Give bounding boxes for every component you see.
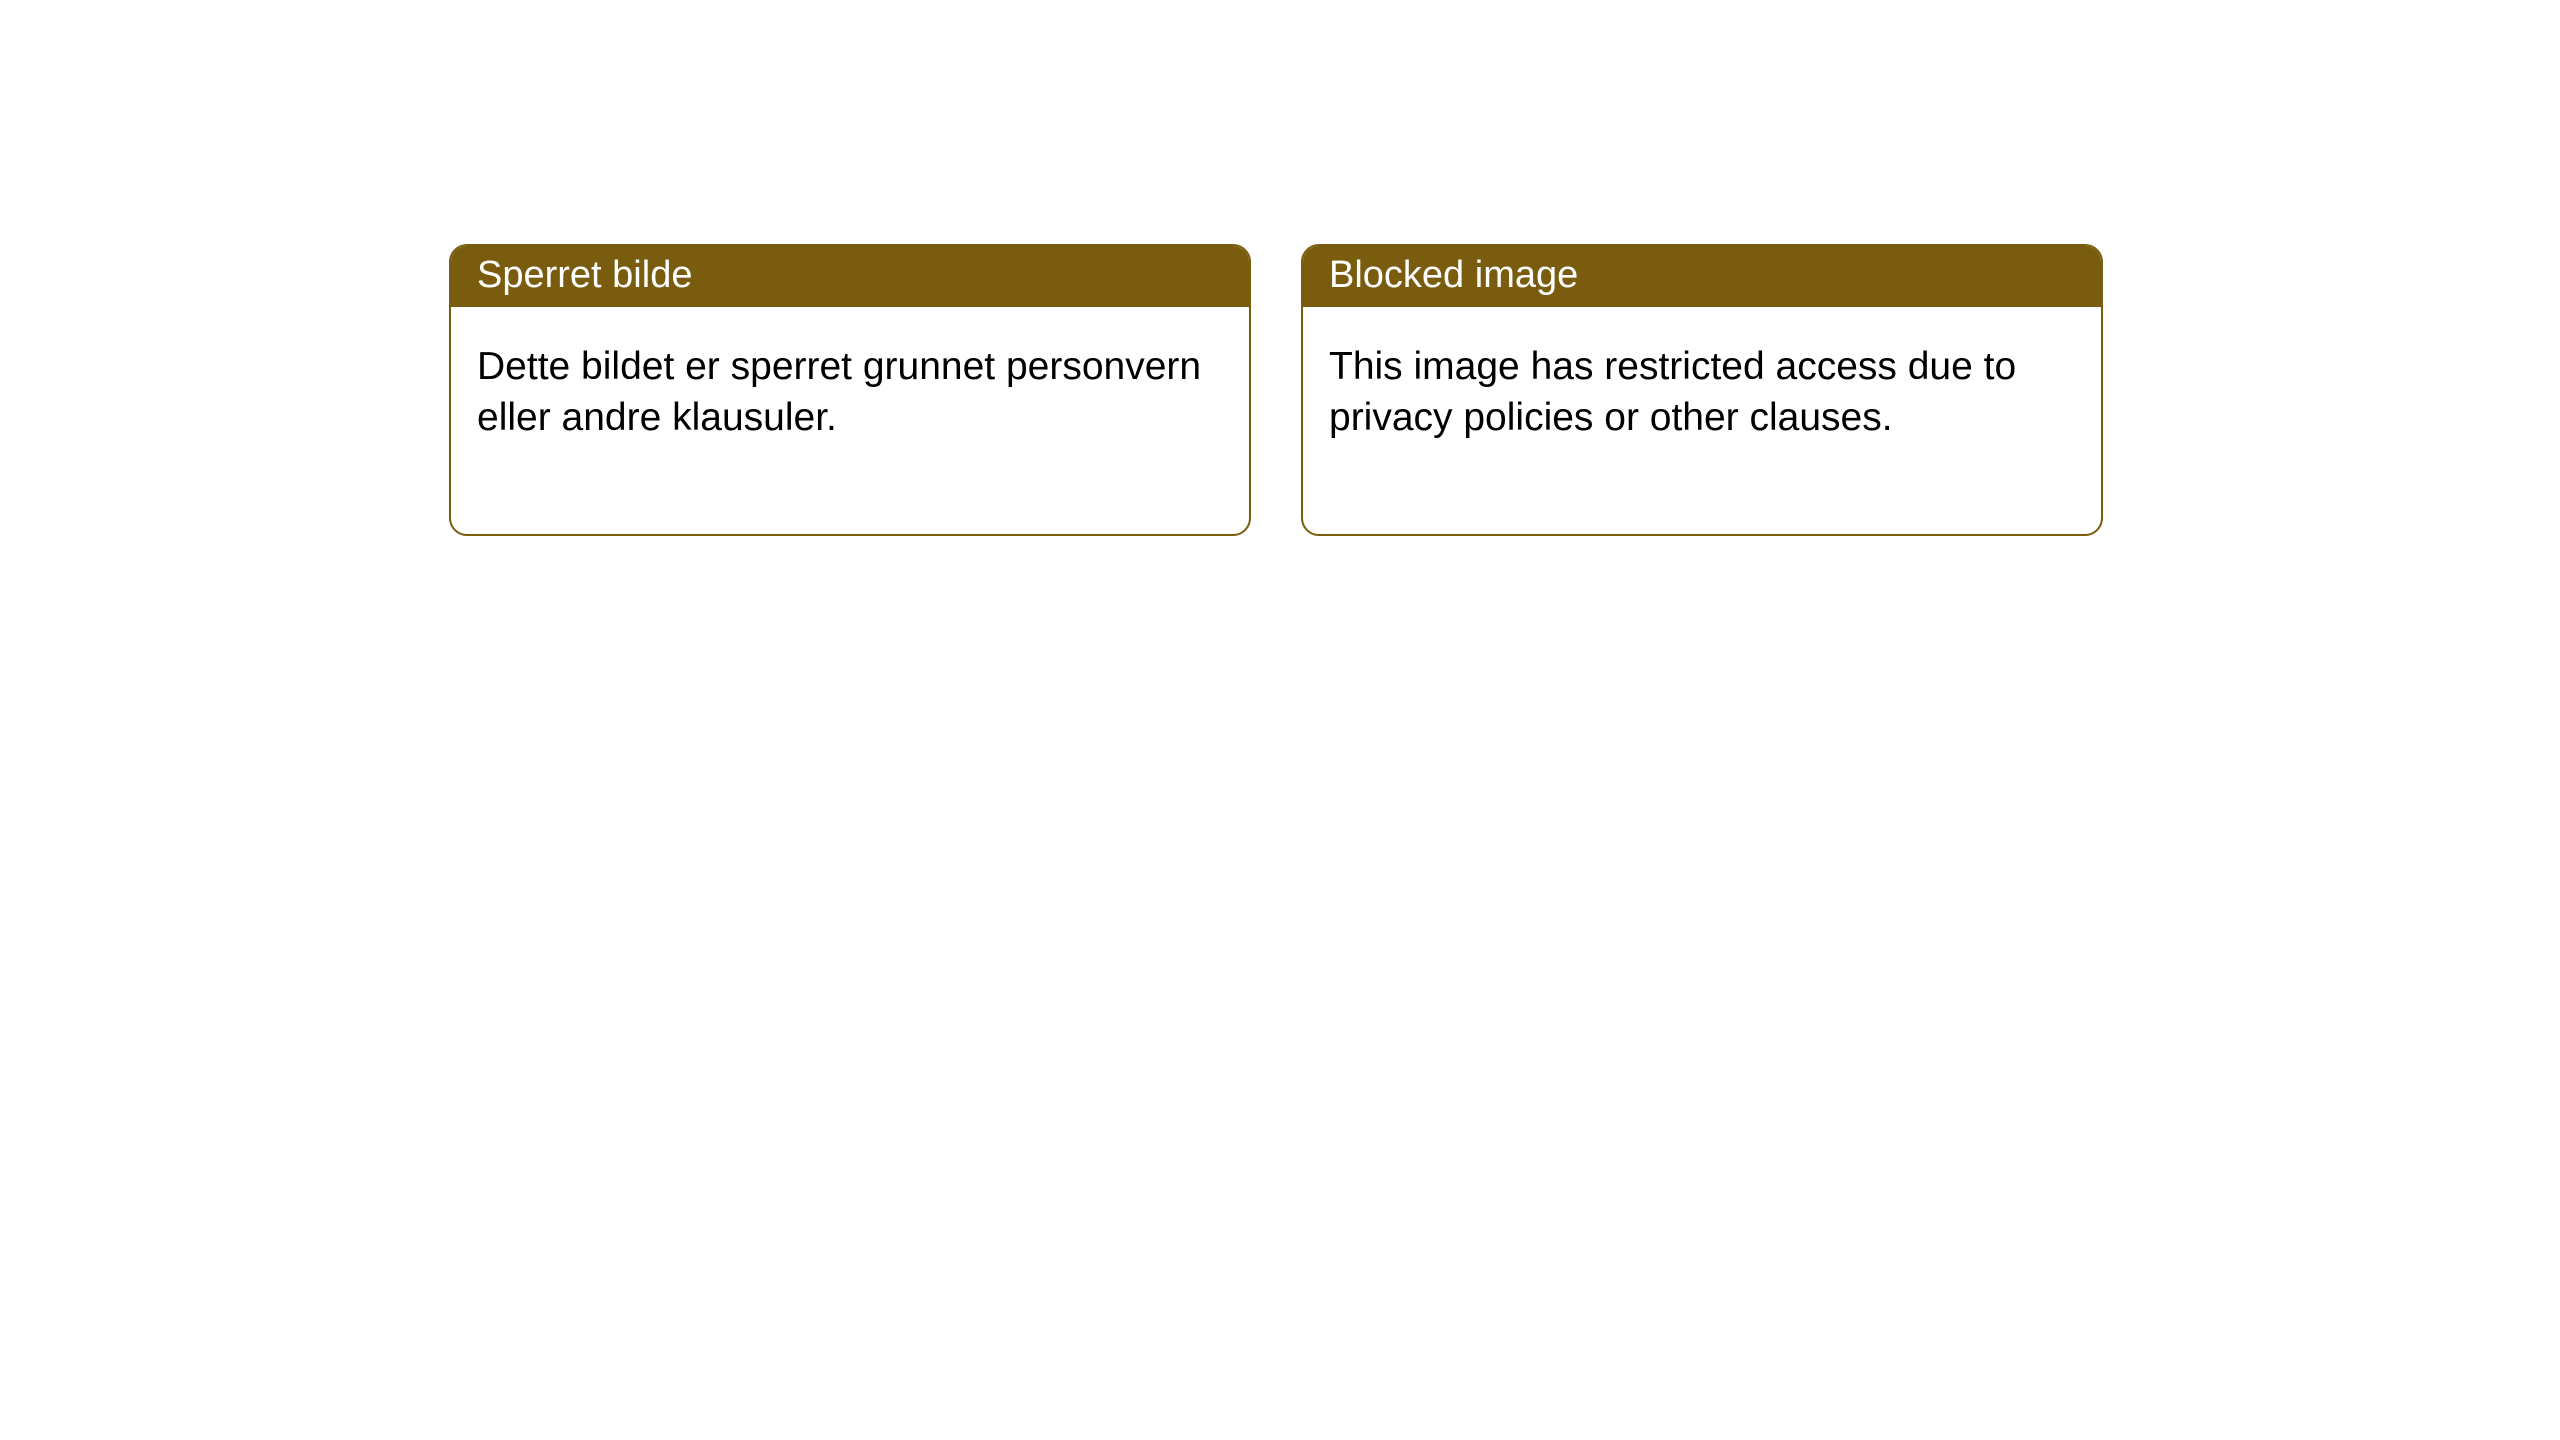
- notice-title: Blocked image: [1329, 254, 1578, 296]
- notice-message: This image has restricted access due to …: [1329, 345, 2016, 439]
- notice-card-english: Blocked image This image has restricted …: [1301, 244, 2103, 536]
- notice-body: This image has restricted access due to …: [1303, 307, 2101, 534]
- notice-header: Blocked image: [1303, 246, 2101, 307]
- notice-container: Sperret bilde Dette bildet er sperret gr…: [0, 0, 2560, 536]
- notice-card-norwegian: Sperret bilde Dette bildet er sperret gr…: [449, 244, 1251, 536]
- notice-title: Sperret bilde: [477, 254, 692, 296]
- notice-body: Dette bildet er sperret grunnet personve…: [451, 307, 1249, 534]
- notice-header: Sperret bilde: [451, 246, 1249, 307]
- notice-message: Dette bildet er sperret grunnet personve…: [477, 345, 1201, 439]
